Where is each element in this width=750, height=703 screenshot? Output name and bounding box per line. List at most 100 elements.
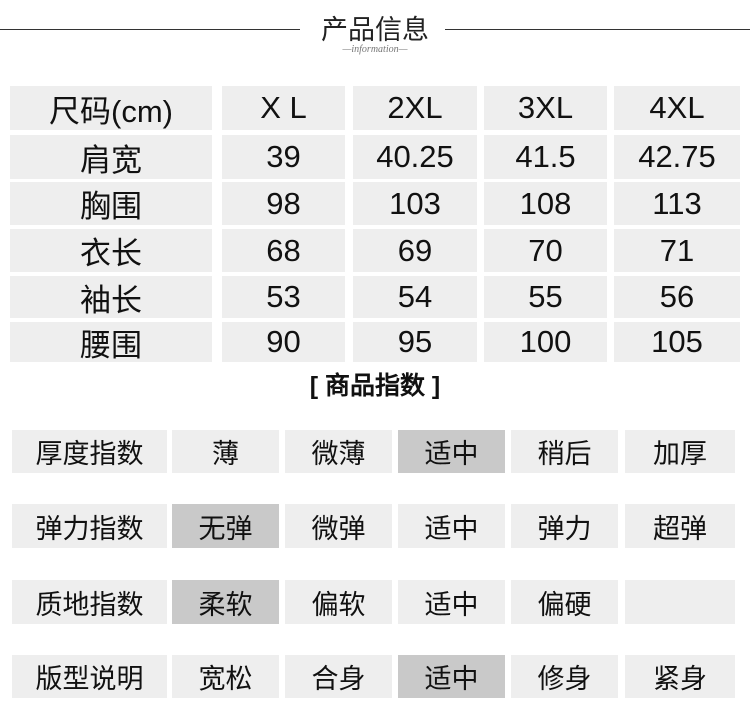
index-option: 加厚: [625, 430, 735, 473]
index-label-text: 版型说明: [35, 664, 144, 694]
table-cell: 56: [614, 276, 740, 318]
index-option: 偏硬: [511, 580, 618, 624]
column-header: 2XL: [353, 86, 477, 130]
index-label: 质地指数: [12, 580, 167, 624]
index-option-text: 微弹: [311, 513, 366, 544]
table-cell-text: 108: [519, 185, 572, 221]
index-option: [625, 580, 735, 624]
table-cell: 54: [353, 276, 477, 318]
row-label: 袖长: [10, 276, 212, 318]
index-label-text: 质地指数: [35, 589, 144, 620]
row-label: 衣长: [10, 229, 212, 272]
index-option: 修身: [511, 655, 618, 698]
divider-left: [0, 29, 300, 30]
index-option: 适中: [398, 580, 505, 624]
index-option-selected-text: 无弹: [198, 513, 253, 544]
index-option: 微弹: [285, 504, 392, 548]
index-label-text: 厚度指数: [35, 439, 144, 469]
table-cell-text: 68: [266, 232, 301, 268]
index-option: 紧身: [625, 655, 735, 698]
row-label-text: 袖长: [80, 282, 142, 318]
table-cell-text: 98: [266, 185, 301, 221]
table-cell-text: 39: [266, 139, 301, 174]
index-option-text: 修身: [537, 664, 592, 694]
index-option-selected-text: 柔软: [198, 589, 253, 620]
index-option: 稍后: [511, 430, 618, 473]
index-option-text: 偏硬: [537, 589, 592, 620]
column-header-text: 4XL: [649, 90, 705, 125]
column-header: 4XL: [614, 86, 740, 130]
row-label-text: 腰围: [80, 327, 142, 363]
table-cell-text: 103: [389, 185, 441, 221]
row-label: 肩宽: [10, 135, 212, 179]
table-cell-text: 56: [659, 279, 695, 314]
column-header-text: 3XL: [517, 90, 574, 125]
column-header-text: 尺码(cm): [49, 93, 173, 129]
table-cell-text: 90: [266, 324, 301, 359]
table-cell: 98: [222, 182, 345, 225]
index-option: 适中: [398, 504, 505, 548]
table-cell-text: 40.25: [376, 139, 454, 174]
index-option: 宽松: [172, 655, 279, 698]
table-cell: 100: [484, 322, 607, 362]
table-cell: 42.75: [614, 135, 740, 179]
table-cell-text: 70: [528, 232, 563, 268]
index-label: 弹力指数: [12, 504, 167, 548]
column-header: X L: [222, 86, 345, 130]
table-cell-text: 42.75: [638, 139, 716, 174]
index-option-selected: 适中: [398, 430, 505, 473]
table-cell-text: 95: [397, 324, 433, 359]
index-label: 厚度指数: [12, 430, 167, 473]
index-option: 薄: [172, 430, 279, 473]
index-option-text: 超弹: [653, 513, 707, 544]
table-cell-text: 54: [397, 279, 433, 314]
table-cell: 40.25: [353, 135, 477, 179]
table-cell: 108: [484, 182, 607, 225]
index-option-text: 合身: [311, 664, 366, 694]
index-option-text: 弹力: [537, 513, 592, 544]
table-cell: 41.5: [484, 135, 607, 179]
section-title: 产品信息: [321, 15, 429, 45]
index-option-text: 加厚: [653, 439, 707, 469]
index-option-selected: 柔软: [172, 580, 279, 624]
column-header: 3XL: [484, 86, 607, 130]
table-cell: 113: [614, 182, 740, 225]
index-option-text: 适中: [424, 513, 479, 544]
table-cell: 69: [353, 229, 477, 272]
table-cell: 53: [222, 276, 345, 318]
table-cell: 39: [222, 135, 345, 179]
column-header-text: X L: [260, 90, 307, 125]
table-cell-text: 53: [266, 279, 301, 314]
index-option-text: 偏软: [311, 589, 366, 620]
column-header: 尺码(cm): [10, 86, 212, 130]
row-label-text: 胸围: [80, 189, 142, 224]
table-cell: 70: [484, 229, 607, 272]
index-section-title: [ 商品指数 ]: [309, 372, 441, 400]
table-cell: 68: [222, 229, 345, 272]
index-option: 超弹: [625, 504, 735, 548]
index-option-selected-text: 适中: [424, 664, 479, 694]
index-option: 偏软: [285, 580, 392, 624]
index-option-text: 紧身: [653, 664, 707, 694]
table-cell: 90: [222, 322, 345, 362]
index-option-text: 微薄: [311, 439, 366, 469]
index-option: 微薄: [285, 430, 392, 473]
row-label-text: 衣长: [80, 236, 142, 271]
table-cell-text: 105: [651, 324, 703, 359]
index-option-text: 适中: [424, 589, 479, 620]
index-label: 版型说明: [12, 655, 167, 698]
table-cell-text: 41.5: [515, 139, 576, 174]
index-option-text: 薄: [212, 439, 239, 469]
table-cell-text: 100: [519, 324, 572, 359]
table-cell: 103: [353, 182, 477, 225]
divider-right: [445, 29, 750, 30]
table-cell-text: 55: [528, 279, 563, 314]
table-cell-text: 69: [397, 232, 433, 268]
table-cell: 55: [484, 276, 607, 318]
index-option: 弹力: [511, 504, 618, 548]
row-label-text: 肩宽: [80, 142, 142, 178]
section-subtitle: —information—: [342, 44, 408, 55]
table-cell-text: 113: [652, 185, 702, 221]
index-option-selected: 无弹: [172, 504, 279, 548]
